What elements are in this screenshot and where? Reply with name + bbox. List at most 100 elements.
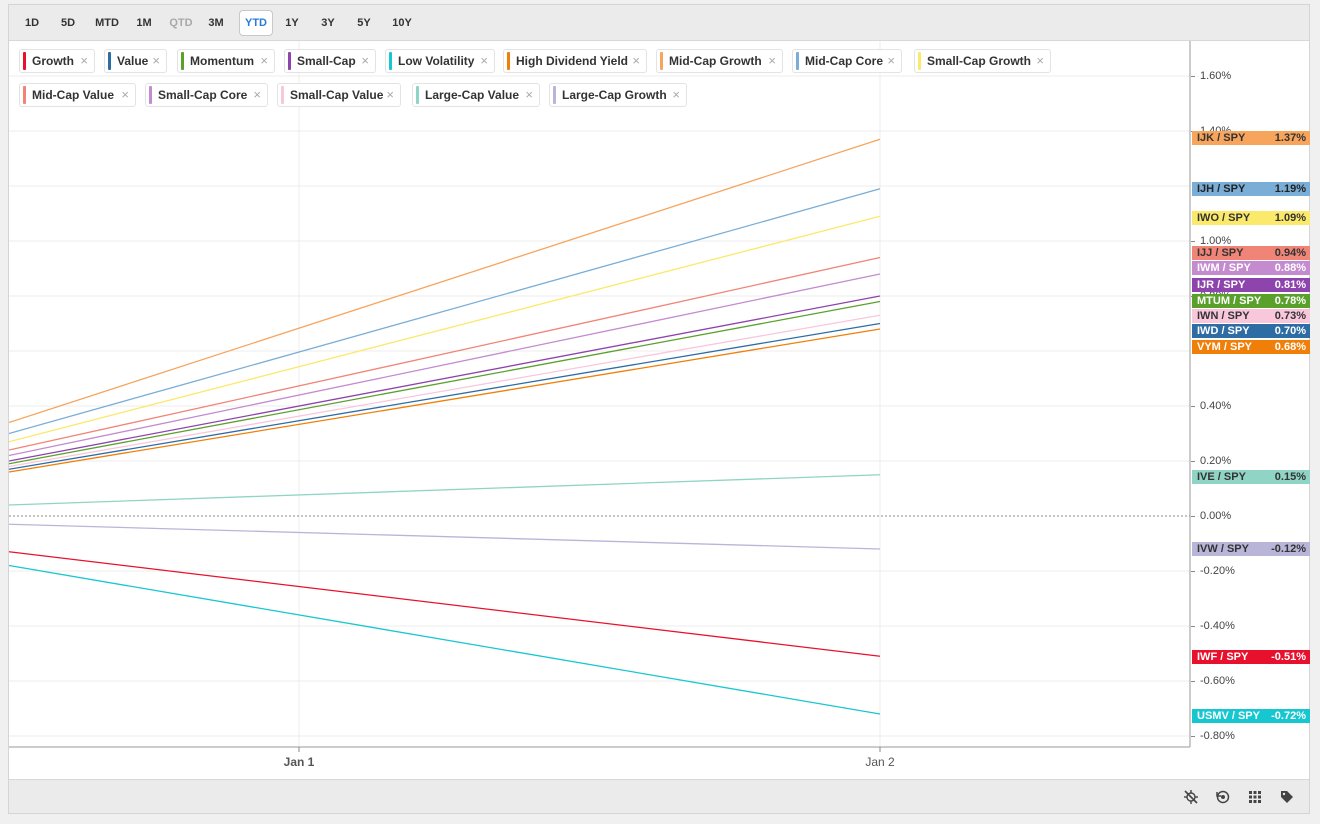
legend-swatch [23, 86, 26, 104]
y-tick-label: 0.00% [1200, 510, 1232, 522]
y-tick-label: 1.60% [1200, 70, 1232, 82]
legend-label: Growth [32, 54, 74, 68]
close-icon[interactable]: × [480, 53, 488, 68]
series-tag-value: 0.94% [1274, 247, 1306, 259]
legend-label: Value [117, 54, 149, 68]
series-line-ivw[interactable] [9, 523, 881, 550]
series-tag-name: IWM / SPY [1197, 262, 1251, 274]
legend-item-value[interactable]: Value × [104, 49, 167, 73]
legend-swatch [149, 86, 152, 104]
legend-item-small-cap-core[interactable]: Small-Cap Core × [145, 83, 268, 107]
close-icon[interactable]: × [152, 53, 160, 68]
legend-swatch [416, 86, 419, 104]
series-line-iwf[interactable] [9, 551, 881, 657]
y-tick-label: -0.20% [1200, 565, 1235, 577]
close-icon[interactable]: × [80, 53, 88, 68]
y-tick-label: -0.80% [1200, 730, 1235, 742]
series-line-iwd[interactable] [9, 322, 881, 470]
close-icon[interactable]: × [253, 87, 261, 102]
close-icon[interactable]: × [768, 53, 776, 68]
legend-label: Small-Cap Growth [927, 54, 1032, 68]
x-tick-label: Jan 1 [283, 755, 315, 769]
close-icon[interactable]: × [361, 53, 369, 68]
close-icon[interactable]: × [260, 53, 268, 68]
chart-footer [9, 779, 1309, 813]
series-tag-value: 0.68% [1274, 341, 1306, 353]
series-tag-value: 0.78% [1274, 295, 1306, 307]
legend-item-mid-cap-value[interactable]: Mid-Cap Value × [19, 83, 136, 107]
series-tag-name: IJK / SPY [1197, 132, 1246, 144]
legend-swatch [108, 52, 111, 70]
series-tag-value: 1.37% [1274, 132, 1306, 144]
legend-swatch [660, 52, 663, 70]
legend-item-high-dividend-yield[interactable]: High Dividend Yield × [503, 49, 647, 73]
range-button-ytd[interactable]: YTD [239, 10, 273, 36]
series-tag-name: IWN / SPY [1197, 310, 1250, 322]
grid-icon[interactable] [1247, 789, 1263, 805]
legend-item-large-cap-value[interactable]: Large-Cap Value × [412, 83, 540, 107]
legend-item-small-cap[interactable]: Small-Cap × [284, 49, 376, 73]
range-button-1m[interactable]: 1M [136, 17, 152, 29]
range-button-1y[interactable]: 1Y [285, 17, 299, 29]
legend-label: High Dividend Yield [516, 54, 629, 68]
series-line-ive[interactable] [9, 474, 881, 506]
legend-label: Mid-Cap Growth [669, 54, 762, 68]
series-tag-name: IJH / SPY [1197, 183, 1246, 195]
legend-label: Mid-Cap Core [805, 54, 883, 68]
range-button-1d[interactable]: 1D [24, 17, 40, 29]
tag-icon[interactable] [1279, 789, 1295, 805]
legend-item-large-cap-growth[interactable]: Large-Cap Growth × [549, 83, 687, 107]
close-icon[interactable]: × [632, 53, 640, 68]
y-tick-mark [1191, 626, 1195, 627]
y-tick-mark [1191, 681, 1195, 682]
series-tag-value: 0.88% [1274, 262, 1306, 274]
series-line-ijj[interactable] [9, 256, 881, 451]
range-button-10y[interactable]: 10Y [392, 17, 412, 29]
series-line-ijk[interactable] [9, 138, 881, 424]
series-tag-ive: IVE / SPY 0.15% [1192, 470, 1310, 484]
close-icon[interactable]: × [1036, 53, 1044, 68]
series-tag-ijr: IJR / SPY 0.81% [1192, 278, 1310, 292]
legend-item-low-volatility[interactable]: Low Volatility × [385, 49, 495, 73]
series-line-iwo[interactable] [9, 215, 881, 443]
range-button-3y[interactable]: 3Y [321, 17, 335, 29]
y-tick-label: 0.20% [1200, 455, 1232, 467]
series-line-iwm[interactable] [9, 273, 881, 457]
chart-plot[interactable] [9, 5, 1309, 813]
y-tick-label: -0.60% [1200, 675, 1235, 687]
legend-item-small-cap-growth[interactable]: Small-Cap Growth × [914, 49, 1051, 73]
y-tick-mark [1191, 461, 1195, 462]
close-icon[interactable]: × [525, 87, 533, 102]
crosshair-off-icon[interactable] [1183, 789, 1199, 805]
series-tag-name: IWO / SPY [1197, 212, 1251, 224]
series-line-ijh[interactable] [9, 188, 881, 435]
range-button-mtd[interactable]: MTD [95, 17, 119, 29]
range-button-5d[interactable]: 5D [60, 17, 76, 29]
series-line-ijr[interactable] [9, 295, 881, 462]
series-line-iwn[interactable] [9, 314, 881, 468]
close-icon[interactable]: × [672, 87, 680, 102]
legend-swatch [918, 52, 921, 70]
reset-zoom-icon[interactable] [1215, 789, 1231, 805]
close-icon[interactable]: × [386, 87, 394, 102]
series-tag-ijk: IJK / SPY 1.37% [1192, 131, 1310, 145]
range-button-5y[interactable]: 5Y [357, 17, 371, 29]
legend-item-momentum[interactable]: Momentum × [177, 49, 275, 73]
series-tag-iwo: IWO / SPY 1.09% [1192, 211, 1310, 225]
series-line-vym[interactable] [9, 328, 881, 473]
range-button-3m[interactable]: 3M [208, 17, 224, 29]
y-tick-mark [1191, 406, 1195, 407]
series-tag-iwn: IWN / SPY 0.73% [1192, 309, 1310, 323]
y-tick-mark [1191, 516, 1195, 517]
legend-item-small-cap-value[interactable]: Small-Cap Value × [277, 83, 401, 107]
series-line-usmv[interactable] [9, 564, 881, 715]
legend-item-mid-cap-growth[interactable]: Mid-Cap Growth × [656, 49, 783, 73]
close-icon[interactable]: × [887, 53, 895, 68]
legend-item-mid-cap-core[interactable]: Mid-Cap Core × [792, 49, 902, 73]
series-tag-name: IVE / SPY [1197, 471, 1246, 483]
close-icon[interactable]: × [121, 87, 129, 102]
legend-item-growth[interactable]: Growth × [19, 49, 95, 73]
legend-label: Large-Cap Value [425, 88, 520, 102]
series-line-mtum[interactable] [9, 300, 881, 465]
range-button-qtd: QTD [169, 17, 193, 29]
